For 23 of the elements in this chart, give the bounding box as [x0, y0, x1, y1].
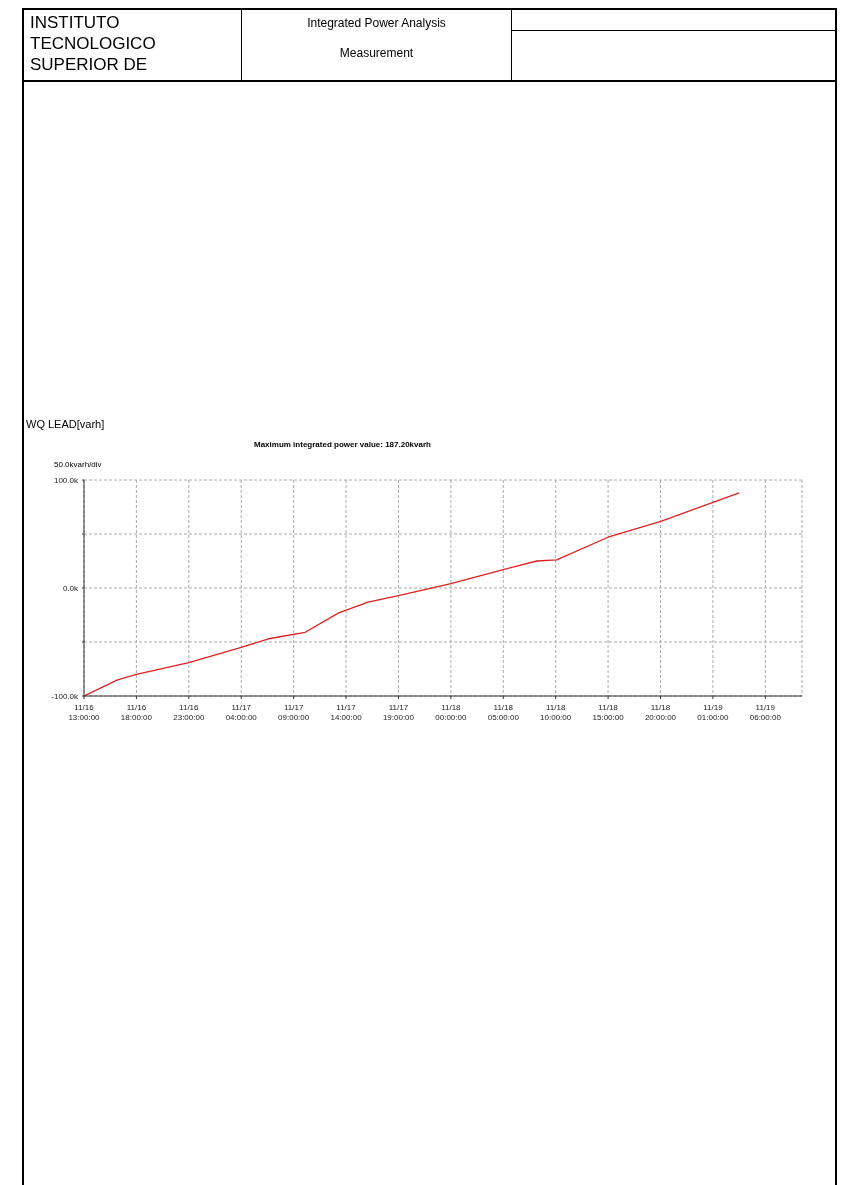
- x-tick-label: 11/16 23:00:00: [173, 703, 205, 722]
- x-tick-label: 11/17 04:00:00: [225, 703, 258, 722]
- y-tick-label: 100.0k: [53, 476, 79, 485]
- y-tick-label: 0.0k: [62, 584, 79, 593]
- x-tick-label: 11/18 10:00:00: [540, 703, 572, 722]
- chart-subtitle: Maximum integrated power value: 187.20kvarh: [254, 440, 431, 449]
- text: Integrated Power Analysis: [306, 15, 447, 30]
- x-tick-label: 11/16 18:00:00: [120, 703, 153, 722]
- x-tick-label: 11/19 06:00:00: [749, 703, 782, 722]
- text: Measurement: [338, 45, 415, 60]
- text: 50.0kvarh/div: [54, 460, 102, 469]
- x-tick-label: 11/17 09:00:00: [278, 703, 310, 722]
- x-tick-label: 11/18 00:00:00: [435, 703, 467, 722]
- x-tick-label: 11/17 14:00:00: [330, 703, 363, 722]
- x-tick-label: 11/18 05:00:00: [487, 703, 520, 722]
- x-tick-label: 11/18 15:00:00: [592, 703, 625, 722]
- x-tick-label: 11/19 01:00:00: [697, 703, 730, 722]
- chart-title: WQ LEAD[varh]: [26, 418, 105, 430]
- y-tick-label: -100.0k: [51, 692, 79, 701]
- x-tick-label: 11/16 13:00:00: [68, 703, 101, 722]
- x-tick-label: 11/17 19:00:00: [382, 703, 415, 722]
- x-tick-label: 11/18 20:00:00: [644, 703, 677, 722]
- text: INSTITUTO TECNOLOGICO SUPERIOR DE: [24, 10, 242, 80]
